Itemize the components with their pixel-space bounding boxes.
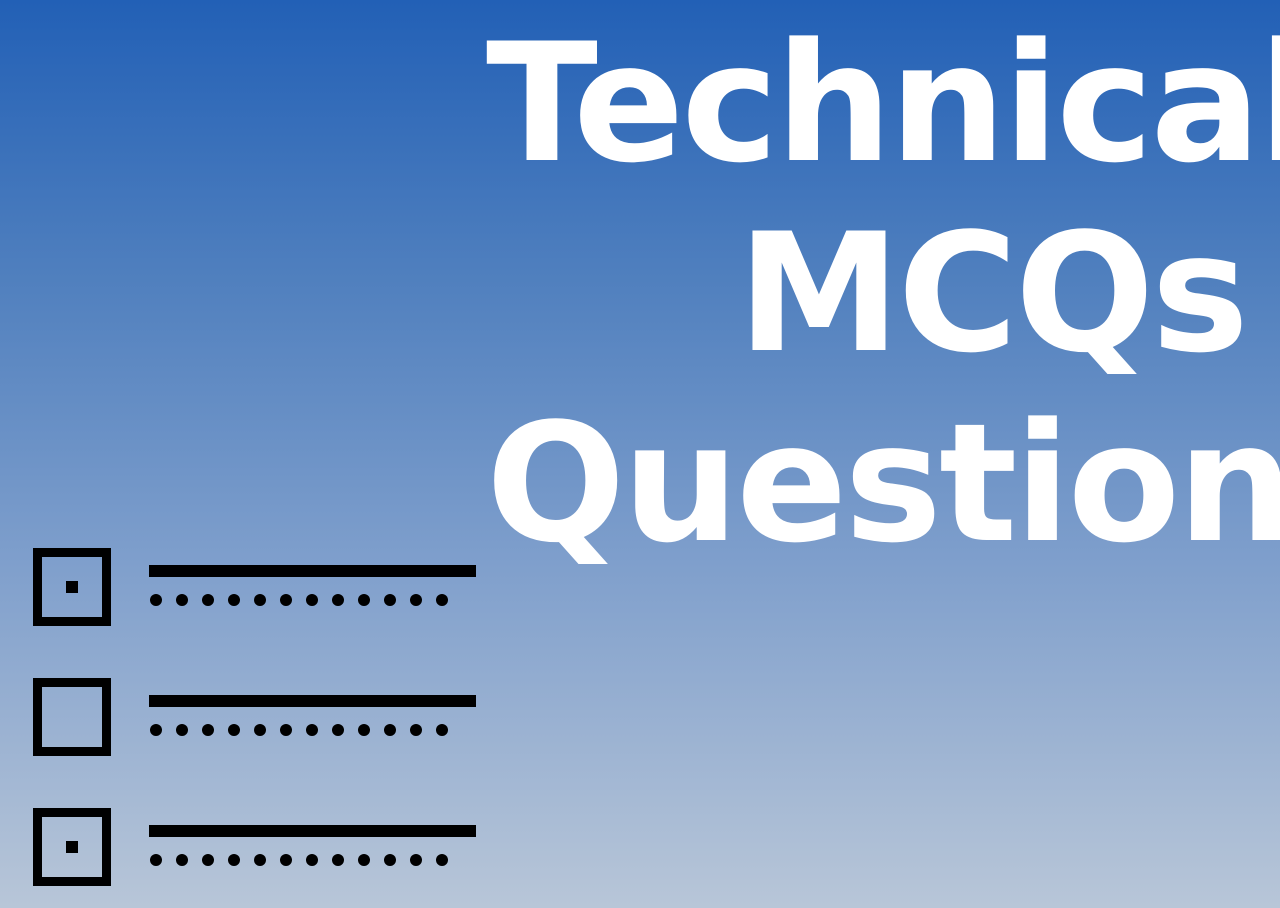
- checkbox-dot-icon: [66, 581, 78, 593]
- title-line-questions: Questions: [486, 388, 1280, 579]
- text-placeholder-lines-icon: [149, 565, 476, 606]
- poster-title: Technical MCQs Questions: [486, 8, 1280, 592]
- text-placeholder-lines-icon: [149, 695, 476, 736]
- checkbox-dot-icon: [66, 841, 78, 853]
- checklist-item: [33, 808, 493, 888]
- title-line-mcqs: MCQs: [737, 198, 1249, 389]
- checkbox-icon-empty: [33, 678, 111, 756]
- title-line-technical: Technical: [486, 8, 1280, 199]
- checklist-item: [33, 548, 493, 628]
- checkbox-icon-checked: [33, 808, 111, 886]
- checklist-graphic: [33, 548, 493, 888]
- checklist-item: [33, 678, 493, 758]
- text-placeholder-lines-icon: [149, 825, 476, 866]
- checkbox-icon-checked: [33, 548, 111, 626]
